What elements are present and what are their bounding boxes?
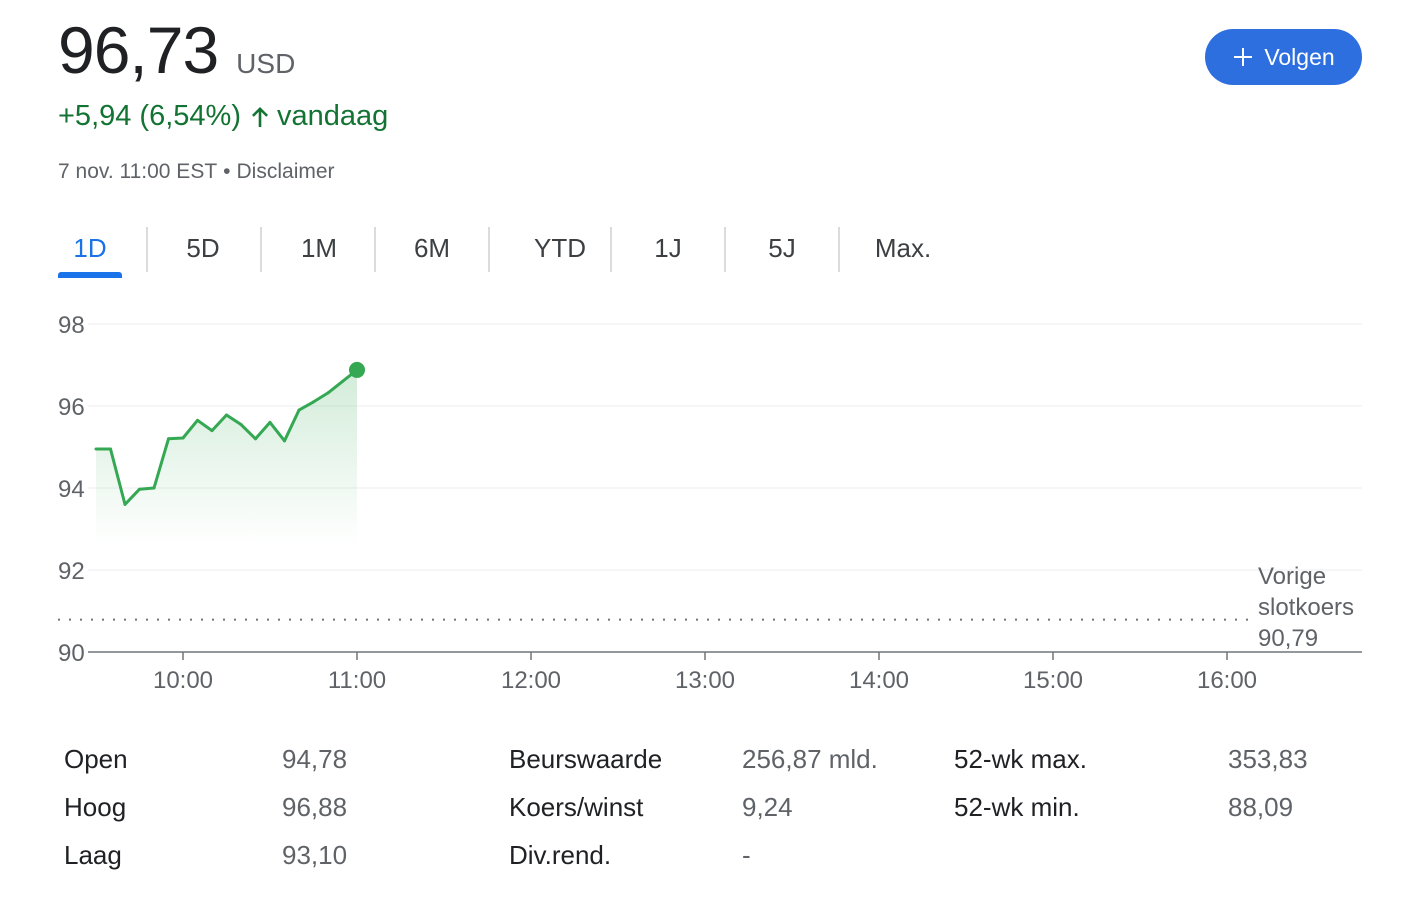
quote-meta: 7 nov. 11:00 EST • Disclaimer (58, 160, 335, 184)
currency-label: USD (236, 48, 296, 79)
x-tick-label: 14:00 (849, 667, 909, 694)
stat-value-high: 96,88 (282, 792, 348, 822)
price-change: +5,94 (6,54%) vandaag (58, 100, 388, 133)
x-tick-label: 11:00 (328, 667, 386, 694)
range-tabs: 1D 5D 1M 6M YTD 1J 5J Max. (58, 222, 978, 278)
price-chart[interactable]: 98 96 94 92 90 10:00 11:00 12:00 13:00 14:00 15:00… (0, 300, 1416, 710)
arrow-up-icon (249, 105, 271, 129)
data-point (297, 408, 301, 412)
tab-divider (146, 227, 148, 272)
follow-button[interactable]: Volgen (1205, 29, 1362, 85)
stat-value-open: 94,78 (282, 744, 348, 774)
stat-label-div-yield: Div.rend. (509, 840, 612, 870)
chart-series (94, 361, 365, 506)
y-tick-label: 96 (58, 394, 85, 421)
data-point (254, 437, 257, 441)
data-point (123, 502, 127, 506)
stat-value-52wk-high: 353,83 (1228, 744, 1308, 774)
data-point (167, 437, 170, 441)
stat-label-52wk-high: 52-wk max. (954, 744, 1087, 774)
data-point (196, 418, 199, 422)
stat-label-market-cap: Beurswaarde (509, 744, 663, 774)
x-tick-label: 15:00 (1023, 667, 1083, 694)
stat-label-open: Open (64, 744, 128, 774)
y-tick-label: 90 (58, 640, 85, 667)
previous-close-label-line1: Vorige (1258, 563, 1326, 590)
stat-label-low: Laag (64, 840, 122, 870)
data-point (94, 447, 98, 451)
tab-5d[interactable]: 5D (186, 233, 220, 263)
tab-max[interactable]: Max. (874, 233, 932, 263)
data-point (341, 379, 344, 383)
data-point (312, 400, 315, 404)
data-point (268, 420, 272, 424)
x-tick-label: 16:00 (1197, 667, 1257, 694)
data-point (138, 487, 141, 491)
price-header: 96,73 USD (58, 10, 295, 90)
previous-close-label-line2: slotkoers (1258, 594, 1354, 621)
current-point-marker (349, 361, 365, 378)
data-point (326, 391, 330, 395)
tab-6m[interactable]: 6M (413, 233, 451, 263)
stat-value-market-cap: 256,87 mld. (742, 744, 878, 774)
stat-label-52wk-low: 52-wk min. (954, 792, 1080, 822)
series-area-fill (96, 369, 357, 546)
change-period: vandaag (276, 100, 389, 132)
stat-value-pe-ratio: 9,24 (742, 792, 793, 822)
tab-ytd[interactable]: YTD (534, 233, 586, 263)
stat-value-div-yield: - (742, 840, 751, 870)
tab-divider (260, 227, 262, 272)
data-point (225, 413, 228, 417)
tab-divider (610, 227, 612, 272)
data-point (152, 486, 156, 490)
tab-divider (724, 227, 726, 272)
meta-separator: • (223, 160, 231, 183)
stat-label-high: Hoog (64, 792, 127, 822)
tab-divider (488, 227, 490, 272)
stat-value-low: 93,10 (282, 840, 348, 870)
plus-icon (1232, 46, 1254, 68)
previous-close: Vorige slotkoers 90,79 (58, 563, 1354, 652)
tab-1d[interactable]: 1D (58, 222, 122, 278)
data-point (239, 422, 243, 426)
x-tick-label: 13:00 (675, 667, 735, 694)
x-tick-label: 12:00 (501, 667, 561, 694)
y-tick-label: 98 (58, 312, 85, 339)
tab-divider (374, 227, 376, 272)
current-price: 96,73 (58, 13, 219, 87)
previous-close-value: 90,79 (1258, 625, 1318, 652)
timestamp: 7 nov. 11:00 EST (58, 160, 218, 183)
x-tick-label: 10:00 (153, 667, 213, 694)
data-point (181, 436, 185, 440)
stat-label-pe-ratio: Koers/winst (509, 792, 644, 822)
data-point (283, 439, 286, 443)
chart-area (96, 369, 357, 546)
y-tick-label: 94 (58, 476, 85, 503)
y-tick-label: 92 (58, 558, 85, 585)
follow-button-label: Volgen (1264, 43, 1335, 70)
tab-1m[interactable]: 1M (300, 233, 338, 263)
data-point (109, 447, 112, 451)
tab-1j[interactable]: 1J (654, 233, 682, 263)
data-point (210, 429, 214, 433)
tab-5j[interactable]: 5J (768, 233, 796, 263)
tab-divider (838, 227, 840, 272)
stat-value-52wk-low: 88,09 (1228, 792, 1294, 822)
change-value: +5,94 (6,54%) (58, 100, 241, 132)
disclaimer-link[interactable]: Disclaimer (236, 160, 335, 183)
chart-axes: 98 96 94 92 90 10:00 11:00 12:00 13:00 14:00 15:00… (58, 312, 1362, 694)
